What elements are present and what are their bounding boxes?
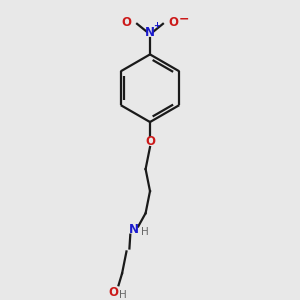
Text: H: H [119,290,127,300]
Text: H: H [141,227,149,237]
Text: O: O [145,135,155,148]
Text: +: + [153,21,160,30]
Text: O: O [108,286,118,299]
Text: N: N [129,223,139,236]
Text: N: N [145,26,155,39]
Text: O: O [122,16,131,28]
Text: O: O [169,16,178,28]
Text: −: − [178,12,189,25]
